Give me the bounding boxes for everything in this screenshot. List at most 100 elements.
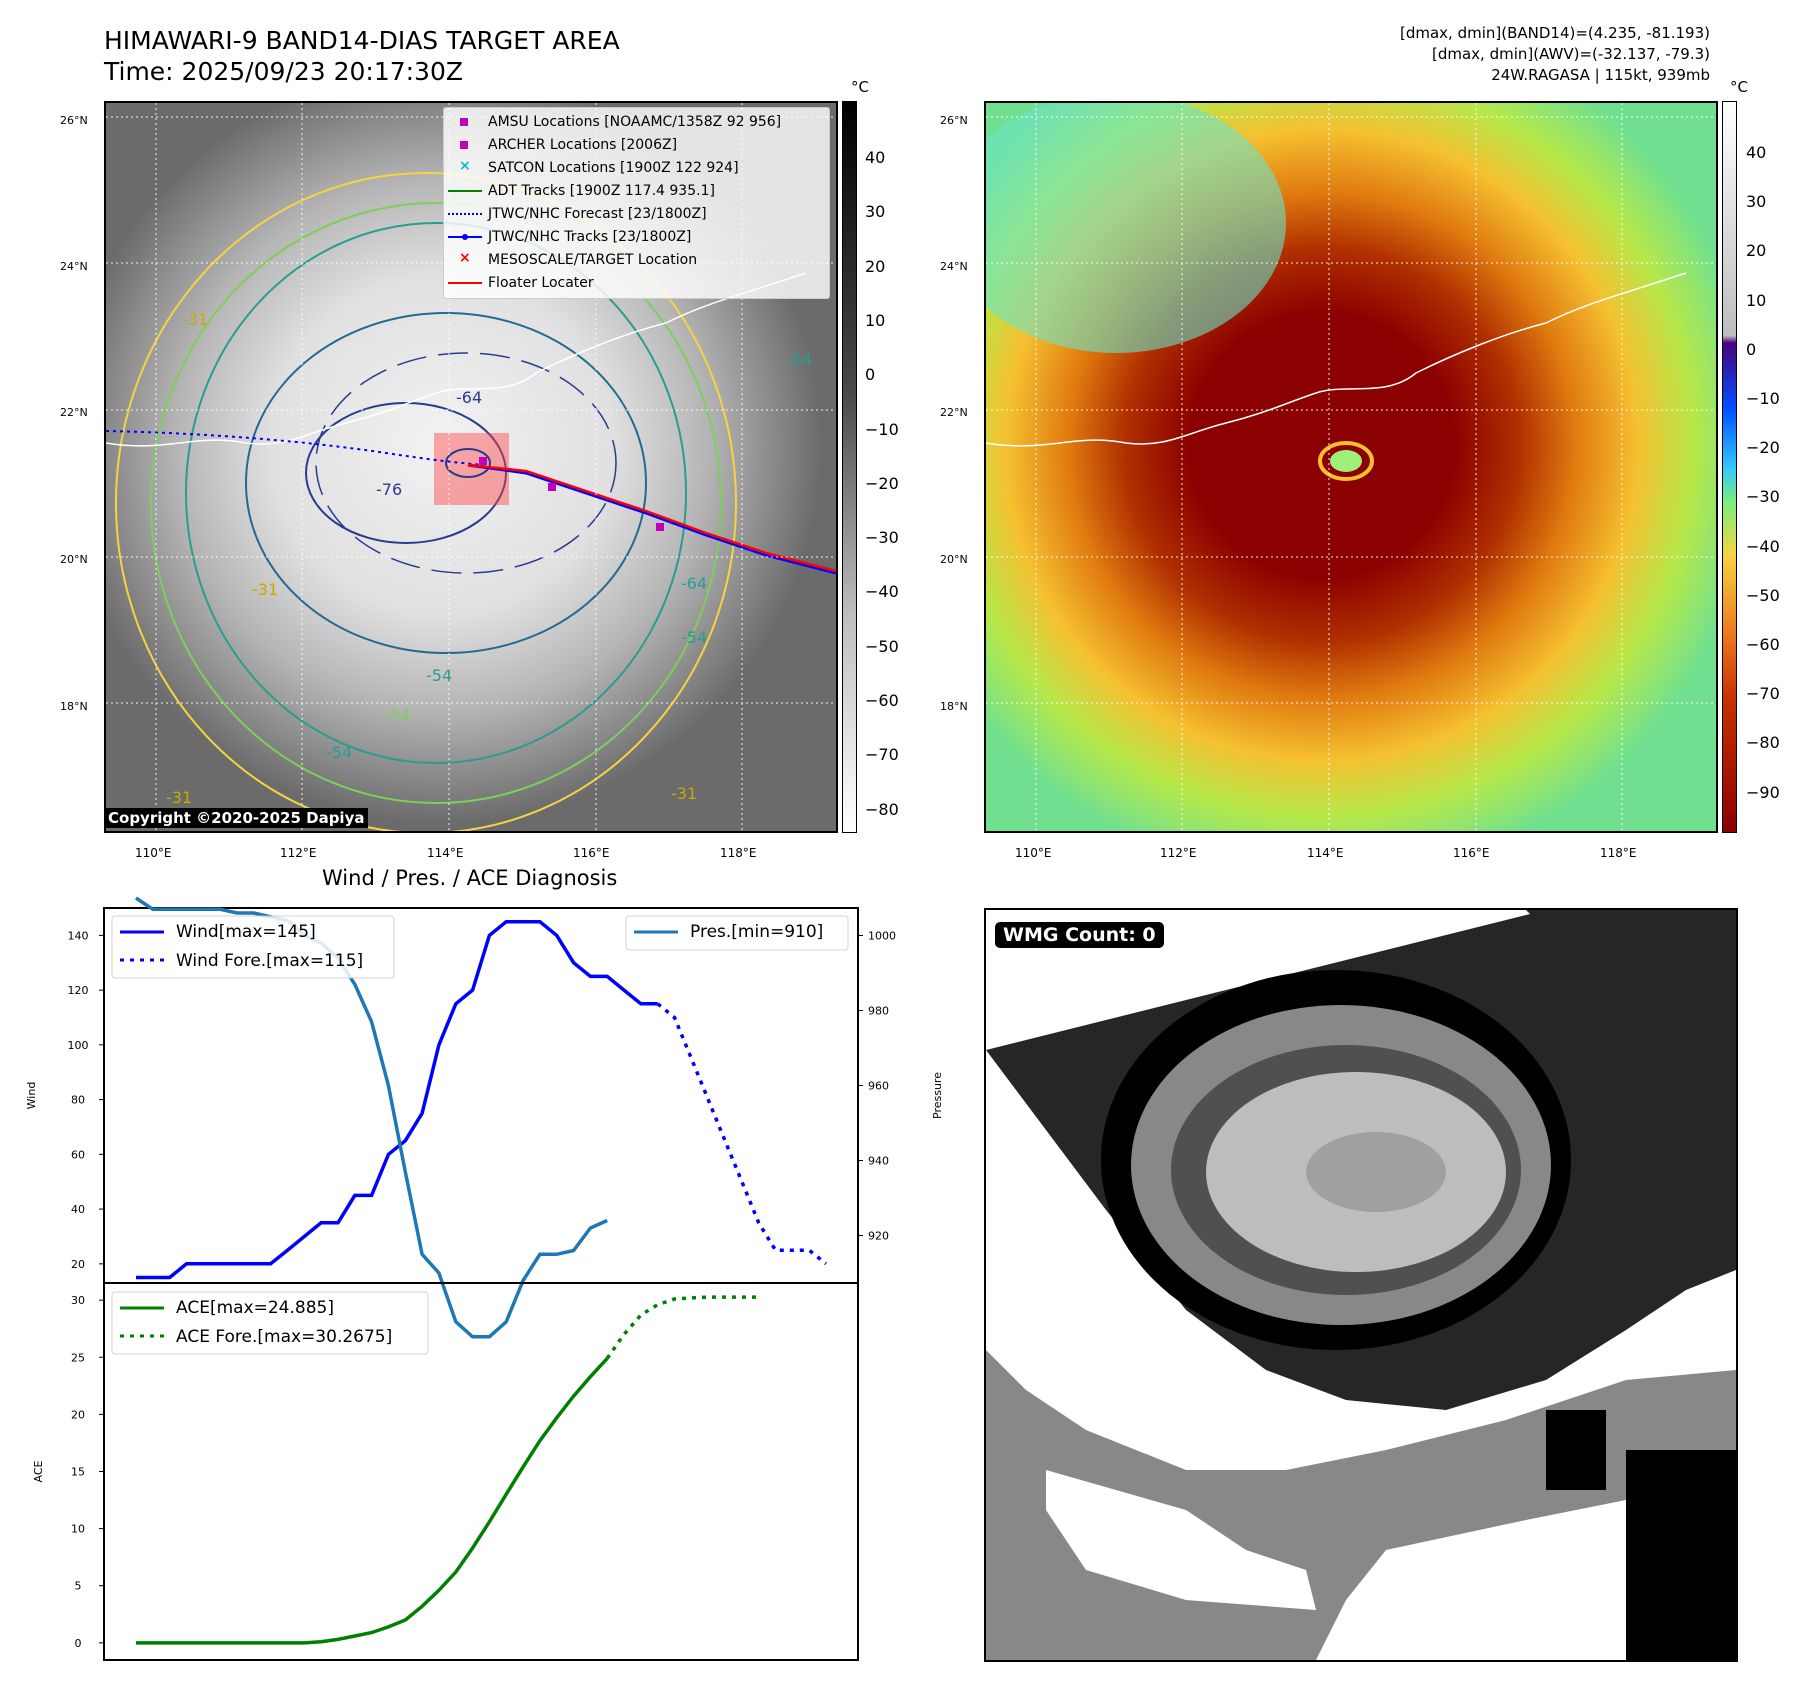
y-tick-label: 0	[75, 1637, 82, 1650]
x-marker-icon: ×	[459, 158, 471, 174]
color-ir-map-image	[986, 103, 1716, 831]
contour-label: -76	[376, 480, 402, 499]
legend-mesoscale: MESOSCALE/TARGET Location	[488, 252, 698, 268]
colorbar-tick: −20	[865, 473, 899, 493]
colorbar-unit: °C	[1730, 78, 1748, 96]
y2-axis-label: Pressure	[931, 1072, 944, 1119]
legend-pres: Pres.[min=910]	[690, 922, 823, 942]
legend-amsu: AMSU Locations [NOAAMC/1358Z 92 956]	[488, 114, 782, 130]
lat-label: 22°N	[940, 406, 968, 419]
y-tick-label: 140	[68, 929, 89, 942]
dotted-line-icon	[448, 213, 482, 215]
line-icon	[448, 190, 482, 192]
colorbar-tick: −40	[1746, 536, 1780, 556]
lon-label: 112°E	[280, 846, 317, 860]
contour-label: -54	[326, 743, 352, 762]
stats-band14: [dmax, dmin](BAND14)=(4.235, -81.193)	[1399, 24, 1710, 42]
lon-label: 116°E	[1453, 846, 1490, 860]
colorbar-tick: 20	[865, 256, 886, 276]
ace-series-line-0	[136, 1357, 609, 1645]
wmg-image	[986, 910, 1736, 1660]
storm-info: 24W.RAGASA | 115kt, 939mb	[1491, 66, 1710, 84]
contour-label: -31	[182, 310, 208, 329]
y-axis-label: ACE	[32, 1460, 45, 1482]
colorbar-tick: −90	[1746, 782, 1780, 802]
y2-tick-label: 920	[868, 1230, 889, 1243]
colorbar-tick: −70	[865, 745, 899, 765]
colorbar-tick: −10	[1746, 389, 1780, 408]
colorbar-unit: °C	[851, 78, 869, 96]
legend-wind-forecast: Wind Fore.[max=115]	[176, 951, 363, 971]
lat-label: 20°N	[60, 553, 88, 566]
series-line-1	[656, 1002, 828, 1266]
legend-forecast: JTWC/NHC Forecast [23/1800Z]	[488, 206, 707, 222]
lon-label: 110°E	[135, 846, 172, 860]
y2-tick-label: 1000	[868, 930, 896, 943]
colorbar-tick: −80	[1746, 733, 1780, 753]
lon-label: 114°E	[1307, 846, 1344, 860]
lat-label: 18°N	[60, 700, 88, 713]
colorbar-tick: 20	[1746, 241, 1767, 261]
y-tick-label: 20	[71, 1408, 85, 1421]
legend-floater: Floater Locater	[488, 275, 594, 291]
y-tick-label: 80	[71, 1094, 85, 1107]
contour-label: -31	[671, 784, 697, 803]
colorbar-tick: 10	[1746, 290, 1767, 310]
square-marker-icon	[460, 141, 468, 149]
lon-label: 118°E	[1600, 846, 1637, 860]
y-tick-label: 20	[71, 1258, 85, 1271]
x-marker-icon: ×	[459, 250, 471, 266]
colorbar-tick: 0	[865, 365, 876, 385]
y-tick-label: 100	[68, 1039, 89, 1052]
contour-label: -64	[456, 388, 482, 407]
contour-label: -54	[426, 666, 452, 685]
lat-label: 22°N	[60, 406, 88, 419]
colorbar-tick: −80	[865, 799, 899, 819]
legend-ace-forecast: ACE Fore.[max=30.2675]	[176, 1327, 392, 1347]
y-tick-label: 60	[71, 1148, 85, 1161]
contour-label: -54	[681, 628, 707, 647]
y-tick-label: 120	[68, 984, 89, 997]
ace-legend-box	[111, 1291, 429, 1355]
contour-label: -64	[681, 574, 707, 593]
color-ir-map-panel	[984, 101, 1718, 833]
right-colorbar	[1722, 101, 1737, 833]
series-line-0	[136, 919, 658, 1280]
contour-label: -31	[252, 580, 278, 599]
legend-satcon: SATCON Locations [1900Z 122 924]	[488, 160, 739, 176]
colorbar-tick: −50	[865, 636, 899, 656]
square-marker-icon	[460, 118, 468, 126]
y2-tick-label: 980	[868, 1005, 889, 1018]
colorbar-tick: −70	[1746, 684, 1780, 704]
wmg-panel	[984, 908, 1738, 1662]
colorbar-tick: 30	[865, 202, 886, 222]
left-colorbar	[842, 101, 857, 833]
colorbar-tick: −10	[865, 419, 899, 439]
lat-label: 24°N	[60, 260, 88, 273]
y-tick-label: 30	[71, 1294, 85, 1307]
colorbar-tick: 10	[865, 310, 886, 330]
wmg-count-badge: WMG Count: 0	[995, 922, 1164, 948]
colorbar-tick: −60	[1746, 635, 1780, 654]
y-tick-label: 10	[71, 1523, 85, 1536]
colorbar-tick: 0	[1746, 339, 1757, 359]
legend-ace: ACE[max=24.885]	[176, 1298, 334, 1318]
series-line-2	[135, 896, 608, 1339]
lon-label: 112°E	[1160, 846, 1197, 860]
pres-legend-box	[625, 915, 849, 951]
colorbar-tick: −30	[1746, 487, 1780, 507]
contour-label: -31	[166, 788, 192, 807]
lon-label: 116°E	[573, 846, 610, 860]
lat-label: 18°N	[940, 700, 968, 713]
lat-label: 26°N	[940, 114, 968, 127]
stats-awv: [dmax, dmin](AWV)=(-32.137, -79.3)	[1431, 45, 1710, 63]
lon-label: 110°E	[1015, 846, 1052, 860]
y-tick-label: 25	[71, 1351, 85, 1364]
diagnosis-title: Wind / Pres. / ACE Diagnosis	[322, 866, 618, 890]
lat-label: 24°N	[940, 260, 968, 273]
legend-adt: ADT Tracks [1900Z 117.4 935.1]	[488, 183, 715, 199]
y-tick-label: 40	[71, 1203, 85, 1216]
y-tick-label: 15	[71, 1466, 85, 1479]
lon-label: 114°E	[427, 846, 464, 860]
